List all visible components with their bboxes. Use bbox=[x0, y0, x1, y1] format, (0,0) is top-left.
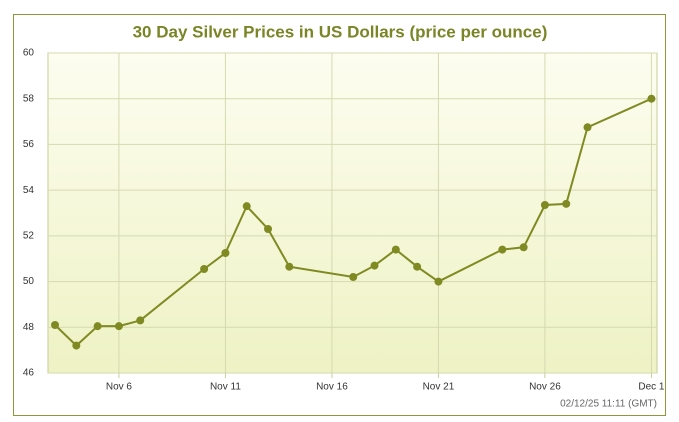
data-point bbox=[498, 245, 507, 254]
data-point bbox=[540, 201, 549, 209]
data-point bbox=[370, 261, 379, 270]
data-point bbox=[413, 262, 422, 271]
data-point bbox=[200, 265, 209, 273]
data-point bbox=[647, 94, 656, 103]
x-tick-label: Dec 1 bbox=[638, 382, 665, 393]
y-tick-label: 48 bbox=[23, 322, 35, 333]
data-point bbox=[562, 199, 571, 208]
plot-area bbox=[47, 52, 658, 374]
y-tick-label: 58 bbox=[23, 93, 35, 104]
data-point bbox=[583, 123, 592, 132]
x-tick-label: Nov 6 bbox=[106, 382, 133, 393]
y-tick-label: 46 bbox=[23, 368, 35, 379]
data-point bbox=[434, 277, 443, 286]
data-point bbox=[51, 321, 60, 329]
x-tick-label: Nov 21 bbox=[423, 382, 455, 393]
data-point bbox=[136, 316, 145, 325]
data-point bbox=[114, 322, 123, 331]
x-tick-label: Nov 11 bbox=[210, 382, 241, 393]
x-tick-label: Nov 26 bbox=[529, 382, 561, 393]
data-point bbox=[285, 262, 294, 271]
data-point bbox=[264, 225, 273, 233]
y-tick-label: 52 bbox=[23, 230, 35, 241]
data-point bbox=[93, 322, 102, 331]
data-point bbox=[221, 249, 230, 257]
data-point bbox=[519, 243, 528, 252]
data-point bbox=[349, 273, 358, 281]
y-tick-label: 56 bbox=[23, 139, 35, 150]
data-point bbox=[391, 245, 400, 254]
y-tick-label: 50 bbox=[23, 276, 35, 287]
y-tick-label: 60 bbox=[23, 48, 35, 59]
chart-title: 30 Day Silver Prices in US Dollars (pric… bbox=[133, 22, 548, 41]
data-point bbox=[242, 202, 251, 211]
data-point bbox=[72, 341, 81, 350]
x-tick-label: Nov 16 bbox=[316, 382, 348, 393]
y-tick-label: 54 bbox=[23, 185, 35, 196]
timestamp: 02/12/25 11:11 (GMT) bbox=[560, 399, 657, 410]
